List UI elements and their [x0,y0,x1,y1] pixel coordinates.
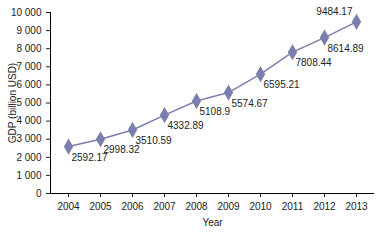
svg-text:4 000: 4 000 [16,115,41,126]
svg-text:0: 0 [36,188,42,199]
svg-text:2010: 2010 [249,201,272,212]
svg-text:8614.89: 8614.89 [328,43,365,54]
svg-text:5574.67: 5574.67 [232,98,269,109]
svg-text:GDP (billion USD): GDP (billion USD) [7,63,18,143]
svg-text:9484.17: 9484.17 [316,6,353,17]
svg-text:6 000: 6 000 [16,79,41,90]
svg-text:2004: 2004 [57,201,80,212]
svg-text:2592.17: 2592.17 [71,151,108,163]
svg-text:2013: 2013 [345,201,368,212]
svg-text:6595.21: 6595.21 [264,79,301,90]
svg-text:1 000: 1 000 [16,170,41,181]
svg-text:9 000: 9 000 [16,25,41,36]
svg-text:2009: 2009 [217,201,240,212]
svg-text:7808.44: 7808.44 [296,57,333,68]
svg-text:4332.89: 4332.89 [168,120,205,131]
svg-text:2012: 2012 [313,201,336,212]
svg-text:5 000: 5 000 [16,97,41,108]
svg-text:2011: 2011 [282,201,304,212]
svg-text:2 000: 2 000 [16,152,41,163]
svg-text:3510.59: 3510.59 [136,135,173,146]
svg-text:5108.9: 5108.9 [200,106,231,117]
svg-text:Year: Year [202,217,223,228]
svg-text:8 000: 8 000 [16,43,41,54]
svg-text:2005: 2005 [89,201,112,212]
svg-text:10 000: 10 000 [11,7,42,18]
svg-text:2006: 2006 [121,201,144,212]
svg-text:2008: 2008 [185,201,208,212]
svg-text:2998.32: 2998.32 [103,144,140,156]
svg-text:7 000: 7 000 [16,61,41,72]
svg-text:3 000: 3 000 [16,133,41,144]
svg-text:2007: 2007 [153,201,176,212]
